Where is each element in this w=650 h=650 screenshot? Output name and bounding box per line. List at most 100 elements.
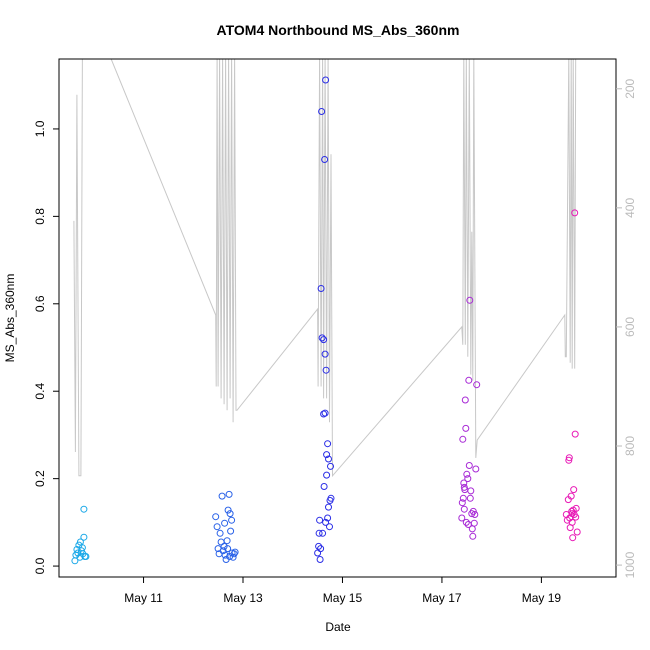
data-point: [82, 553, 90, 560]
data-point: [218, 492, 226, 500]
data-point: [316, 556, 324, 563]
data-point: [327, 462, 334, 470]
data-point: [315, 529, 323, 537]
y2-tick-label: 200: [623, 78, 637, 98]
data-point: [318, 334, 326, 342]
data-point: [80, 505, 88, 513]
data-point: [459, 494, 467, 502]
data-point: [224, 506, 232, 514]
data-point: [221, 551, 229, 559]
data-point: [315, 542, 323, 550]
data-point: [572, 513, 580, 521]
data-point: [227, 527, 235, 535]
data-point: [572, 504, 580, 512]
data-point: [231, 548, 239, 556]
data-point: [324, 514, 332, 522]
data-point: [320, 336, 328, 344]
data-point: [321, 409, 329, 417]
y-axis-left: 0.0 0.2 0.4 0.6 0.8 1.0: [33, 120, 59, 574]
data-point: [327, 494, 335, 502]
data-point: [463, 470, 471, 478]
points-layer: [71, 76, 581, 565]
data-point: [462, 518, 470, 526]
data-point: [322, 366, 330, 374]
data-point: [325, 503, 332, 511]
data-point: [321, 350, 329, 358]
data-point: [317, 285, 325, 292]
y2-tick-label: 600: [623, 317, 637, 337]
y-tick-label: 0.6: [33, 295, 47, 312]
gray-line-layer: [73, 59, 577, 478]
data-point: [466, 296, 474, 304]
data-point: [223, 537, 231, 545]
data-point: [212, 513, 220, 521]
data-point: [458, 514, 466, 522]
data-point: [316, 516, 324, 524]
data-point: [230, 550, 238, 558]
data-point: [471, 511, 479, 518]
y-tick-label: 0.4: [33, 383, 47, 400]
data-point: [467, 487, 475, 495]
data-point: [80, 533, 88, 541]
data-point: [323, 451, 331, 459]
data-point: [571, 430, 579, 438]
data-point: [225, 490, 233, 498]
data-point: [320, 483, 328, 490]
x-axis: May 11 May 13 May 15 May 17 May 19: [124, 577, 561, 605]
y-tick-label: 1.0: [33, 120, 47, 137]
y2-tick-label: 800: [623, 436, 637, 456]
data-point: [74, 549, 82, 557]
data-point: [317, 545, 325, 553]
data-point: [565, 454, 573, 462]
x-tick-label: May 17: [422, 591, 462, 605]
data-point: [459, 435, 467, 443]
data-point: [458, 499, 466, 507]
x-tick-label: May 13: [223, 591, 263, 605]
x-tick-label: May 19: [522, 591, 562, 605]
y-tick-label: 0.0: [33, 557, 47, 574]
data-point: [224, 545, 232, 553]
gray-series-line: [73, 59, 577, 478]
x-tick-label: May 15: [323, 591, 363, 605]
data-point: [213, 523, 221, 531]
data-point: [324, 440, 332, 448]
data-point: [464, 475, 472, 483]
data-point: [571, 209, 579, 217]
data-point: [220, 542, 228, 550]
data-point: [465, 462, 473, 469]
data-point: [314, 549, 322, 557]
data-point: [462, 424, 470, 432]
data-point: [322, 518, 330, 526]
data-point: [326, 523, 333, 531]
data-point: [466, 494, 474, 502]
data-point: [221, 519, 229, 527]
data-point: [325, 455, 332, 463]
data-point: [460, 483, 468, 491]
data-point: [322, 76, 330, 84]
data-point: [228, 516, 236, 524]
data-point: [470, 519, 478, 527]
y-axis-right: 200 400 600 800 1000: [616, 78, 637, 578]
data-point: [323, 471, 331, 479]
plot-frame: [58, 58, 617, 578]
data-point: [468, 525, 476, 533]
y2-tick-label: 1000: [623, 551, 637, 578]
y-tick-label: 0.2: [33, 470, 47, 487]
y-tick-label: 0.8: [33, 208, 47, 225]
y-axis-label: MS_Abs_360nm: [3, 274, 17, 363]
data-point: [226, 510, 234, 518]
data-point: [318, 108, 326, 115]
data-point: [320, 410, 328, 418]
data-point: [469, 532, 477, 540]
data-point: [216, 529, 224, 537]
y2-tick-label: 400: [623, 198, 637, 218]
data-point: [465, 376, 473, 384]
chart-title: ATOM4 Northbound MS_Abs_360nm: [217, 22, 460, 38]
data-point: [567, 492, 575, 500]
x-tick-label: May 11: [124, 591, 163, 605]
data-point: [573, 528, 581, 536]
data-point: [460, 479, 468, 487]
data-point: [472, 465, 480, 473]
data-point: [473, 381, 481, 389]
